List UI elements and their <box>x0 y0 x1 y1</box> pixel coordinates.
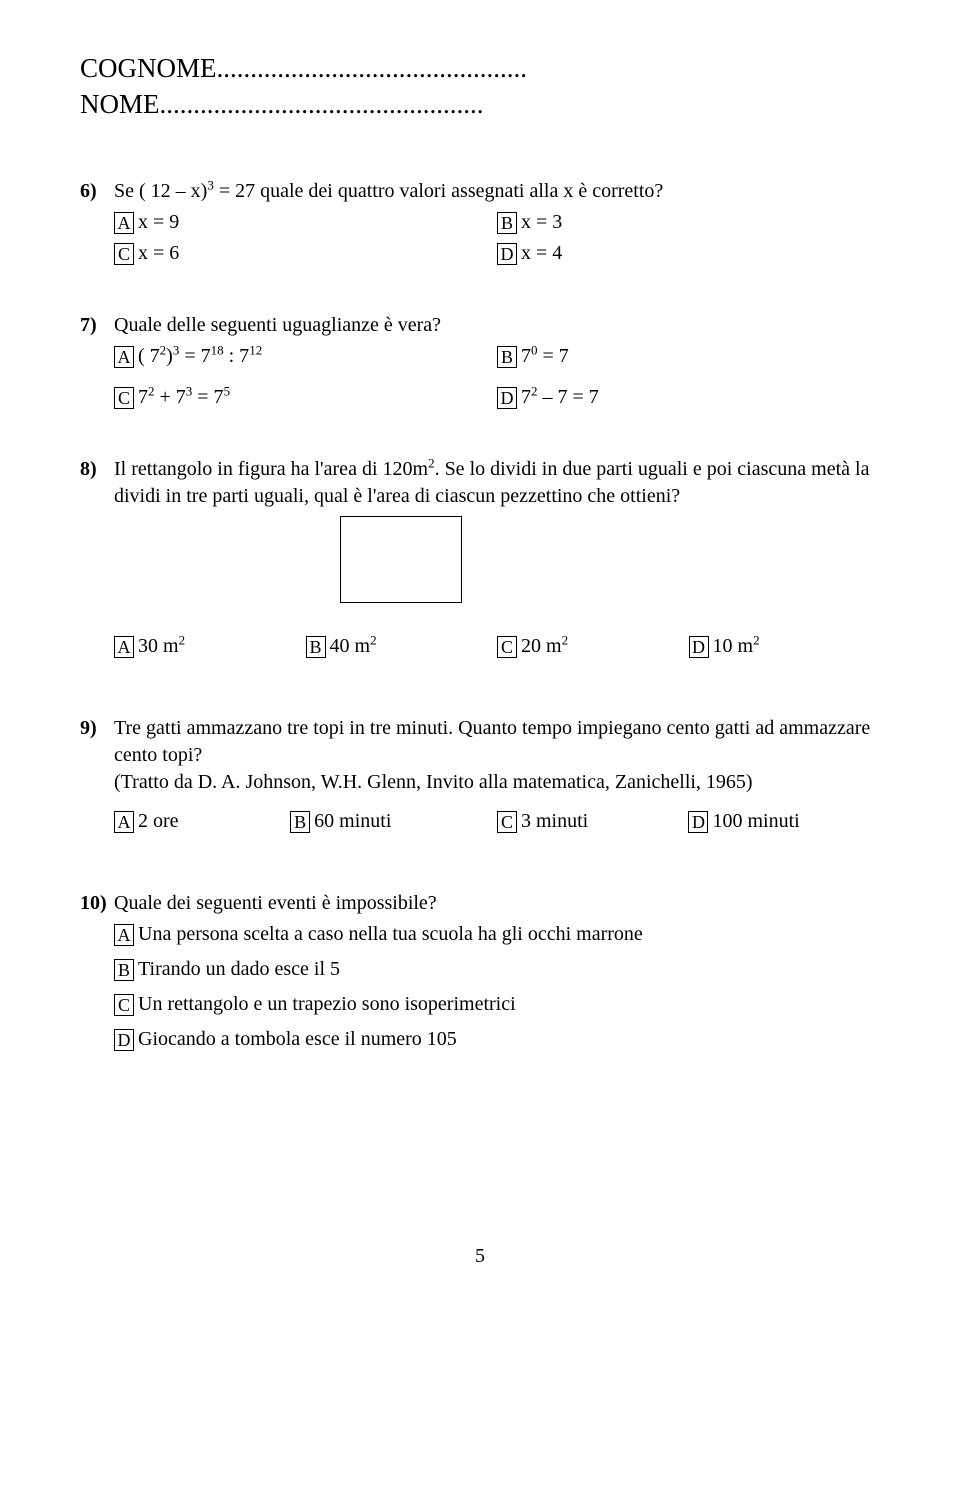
option-text: 70 = 7 <box>521 343 569 370</box>
q8-text: Il rettangolo in figura ha l'area di 120… <box>114 456 880 510</box>
q6-text: Se ( 12 – x)3 = 27 quale dei quattro val… <box>114 178 880 205</box>
q9-number: 9) <box>80 715 114 742</box>
option-box: B <box>114 959 134 981</box>
option-text: 60 minuti <box>314 808 391 835</box>
option-box: A <box>114 346 134 368</box>
option-text: Giocando a tombola esce il numero 105 <box>138 1026 457 1053</box>
q9-option-b[interactable]: B 60 minuti <box>290 808 497 835</box>
option-text: 72 – 7 = 7 <box>521 384 599 411</box>
option-box: C <box>114 243 134 265</box>
option-box: A <box>114 212 134 234</box>
option-box: C <box>497 811 517 833</box>
option-box: A <box>114 636 134 658</box>
q6-option-b[interactable]: B x = 3 <box>497 209 880 236</box>
q6-option-c[interactable]: C x = 6 <box>114 240 497 267</box>
option-box: C <box>497 636 517 658</box>
q8-option-b[interactable]: B 40 m2 <box>306 633 498 660</box>
question-6: 6) Se ( 12 – x)3 = 27 quale dei quattro … <box>80 178 880 267</box>
option-text: 2 ore <box>138 808 179 835</box>
q6-option-d[interactable]: D x = 4 <box>497 240 880 267</box>
q7-option-d[interactable]: D 72 – 7 = 7 <box>497 384 880 411</box>
option-box: C <box>114 387 134 409</box>
option-box: C <box>114 994 134 1016</box>
option-text: Tirando un dado esce il 5 <box>138 956 340 983</box>
q10-option-b[interactable]: B Tirando un dado esce il 5 <box>114 956 880 983</box>
name-header: COGNOME.................................… <box>80 50 880 123</box>
q9-option-d[interactable]: D 100 minuti <box>688 808 880 835</box>
option-box: B <box>497 212 517 234</box>
option-box: D <box>497 387 517 409</box>
option-text: Un rettangolo e un trapezio sono isoperi… <box>138 991 516 1018</box>
option-text: 30 m2 <box>138 633 185 660</box>
option-box: A <box>114 924 134 946</box>
option-box: D <box>114 1029 134 1051</box>
q10-option-d[interactable]: D Giocando a tombola esce il numero 105 <box>114 1026 880 1053</box>
q8-option-d[interactable]: D 10 m2 <box>689 633 881 660</box>
q7-number: 7) <box>80 312 114 339</box>
nome-label: NOME <box>80 89 160 119</box>
option-box: D <box>689 636 709 658</box>
question-9: 9) Tre gatti ammazzano tre topi in tre m… <box>80 715 880 835</box>
question-10: 10) Quale dei seguenti eventi è impossib… <box>80 890 880 1053</box>
q6-number: 6) <box>80 178 114 205</box>
option-box: B <box>497 346 517 368</box>
dots: ........................................… <box>160 89 484 119</box>
q10-option-c[interactable]: C Un rettangolo e un trapezio sono isope… <box>114 991 880 1018</box>
option-text: 20 m2 <box>521 633 568 660</box>
option-text: 10 m2 <box>713 633 760 660</box>
q9-option-a[interactable]: A 2 ore <box>114 808 290 835</box>
option-text: Una persona scelta a caso nella tua scuo… <box>138 921 643 948</box>
q7-text: Quale delle seguenti uguaglianze è vera? <box>114 312 880 339</box>
option-box: B <box>290 811 310 833</box>
option-text: 100 minuti <box>712 808 799 835</box>
option-text: ( 72)3 = 718 : 712 <box>138 343 262 370</box>
q10-text: Quale dei seguenti eventi è impossibile? <box>114 890 880 917</box>
q10-option-a[interactable]: A Una persona scelta a caso nella tua sc… <box>114 921 880 948</box>
q7-option-b[interactable]: B 70 = 7 <box>497 343 880 370</box>
q6-option-a[interactable]: A x = 9 <box>114 209 497 236</box>
option-box: D <box>497 243 517 265</box>
option-text: 40 m2 <box>330 633 377 660</box>
dots: ........................................… <box>217 53 528 83</box>
q8-option-c[interactable]: C 20 m2 <box>497 633 689 660</box>
q7-option-a[interactable]: A ( 72)3 = 718 : 712 <box>114 343 497 370</box>
option-text: x = 3 <box>521 209 562 236</box>
q9-option-c[interactable]: C 3 minuti <box>497 808 689 835</box>
q8-number: 8) <box>80 456 114 483</box>
q9-text: Tre gatti ammazzano tre topi in tre minu… <box>114 715 880 796</box>
q10-number: 10) <box>80 890 114 917</box>
option-box: A <box>114 811 134 833</box>
option-box: D <box>688 811 708 833</box>
option-text: x = 6 <box>138 240 179 267</box>
page-number: 5 <box>80 1243 880 1270</box>
option-text: 3 minuti <box>521 808 588 835</box>
option-text: 72 + 73 = 75 <box>138 384 230 411</box>
question-8: 8) Il rettangolo in figura ha l'area di … <box>80 456 880 660</box>
q7-option-c[interactable]: C 72 + 73 = 75 <box>114 384 497 411</box>
question-7: 7) Quale delle seguenti uguaglianze è ve… <box>80 312 880 411</box>
cognome-label: COGNOME <box>80 53 217 83</box>
q8-option-a[interactable]: A 30 m2 <box>114 633 306 660</box>
rectangle-figure <box>340 516 462 603</box>
option-text: x = 4 <box>521 240 562 267</box>
option-box: B <box>306 636 326 658</box>
option-text: x = 9 <box>138 209 179 236</box>
